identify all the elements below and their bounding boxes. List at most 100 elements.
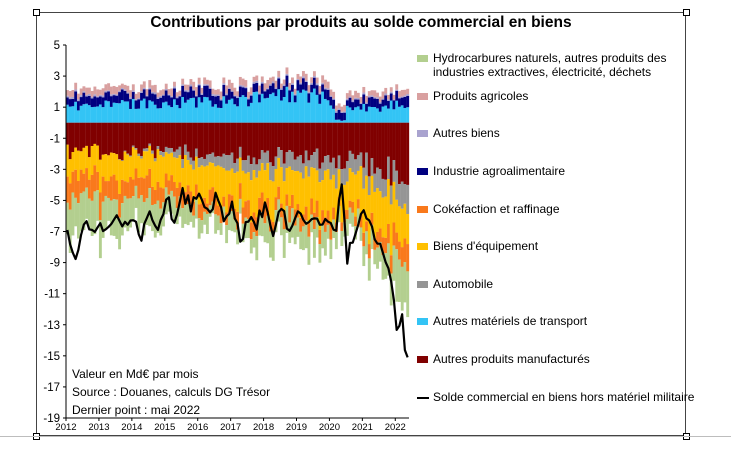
bar-segment xyxy=(326,122,330,156)
bar-segment xyxy=(120,122,124,161)
bar-segment xyxy=(85,122,89,146)
bar-segment xyxy=(107,122,111,156)
resize-handle-top-right[interactable] xyxy=(683,9,690,16)
bar-segment xyxy=(107,197,111,221)
bar-segment xyxy=(359,227,363,241)
bar-segment xyxy=(219,156,223,167)
bar-segment xyxy=(85,187,89,219)
bar-segment xyxy=(395,122,399,171)
bar-segment xyxy=(288,222,292,244)
bar-segment xyxy=(266,89,270,98)
bar-segment xyxy=(389,185,393,205)
bar-segment xyxy=(329,122,333,163)
bar-segment xyxy=(173,88,176,100)
bar-segment xyxy=(112,85,116,94)
bar-segment xyxy=(403,122,407,185)
bar-segment xyxy=(280,217,283,236)
bar-segment xyxy=(288,88,292,91)
bar-segment xyxy=(403,107,407,123)
bar-segment xyxy=(140,100,143,123)
bar-segment xyxy=(384,179,388,197)
bar-segment xyxy=(310,84,314,93)
bar-segment xyxy=(299,76,303,83)
bar-segment xyxy=(400,247,404,267)
bar-segment xyxy=(162,95,165,103)
bar-segment xyxy=(288,150,292,167)
bar-segment xyxy=(238,146,242,158)
bar-segment xyxy=(307,91,311,94)
bar-segment xyxy=(255,236,259,261)
bar-segment xyxy=(183,122,187,145)
bar-segment xyxy=(318,244,322,263)
bar-segment xyxy=(307,102,311,123)
legend-label: Automobile xyxy=(433,277,494,291)
legend-swatch xyxy=(417,281,428,288)
bar-segment xyxy=(87,157,91,180)
bar-segment xyxy=(373,98,377,108)
bar-segment xyxy=(140,177,143,196)
bar-segment xyxy=(71,90,75,97)
bar-segment xyxy=(238,122,242,147)
bar-segment xyxy=(291,194,294,209)
legend-swatch xyxy=(417,356,428,363)
bar-segment xyxy=(203,96,207,123)
bar-segment xyxy=(68,99,72,107)
bar-segment xyxy=(334,112,338,120)
y-tick-label: -11 xyxy=(44,289,60,301)
bar-segment xyxy=(247,99,250,107)
bar-segment xyxy=(101,107,105,123)
bar-segment xyxy=(376,98,379,109)
bar-segment xyxy=(98,220,102,259)
bar-segment xyxy=(337,155,341,170)
bar-segment xyxy=(263,91,267,99)
bar-segment xyxy=(271,181,275,223)
bar-segment xyxy=(323,98,327,123)
bar-segment xyxy=(156,122,160,147)
bar-segment xyxy=(145,89,149,96)
bar-segment xyxy=(376,167,379,189)
bar-segment xyxy=(208,162,212,190)
bar-segment xyxy=(186,99,190,123)
bar-segment xyxy=(378,101,382,104)
bar-segment xyxy=(291,91,294,123)
bar-segment xyxy=(82,86,86,92)
bar-segment xyxy=(400,97,404,106)
bar-segment xyxy=(170,148,174,153)
bar-segment xyxy=(403,203,407,239)
bar-segment xyxy=(337,169,341,198)
bar-segment xyxy=(395,232,399,250)
bar-segment xyxy=(398,206,401,242)
bar-segment xyxy=(101,88,105,96)
bar-segment xyxy=(71,106,75,123)
bar-segment xyxy=(189,122,193,158)
bar-segment xyxy=(186,92,190,100)
legend-item: Autres matériels de transport xyxy=(417,314,703,328)
bar-segment xyxy=(343,111,347,113)
bar-segment xyxy=(227,79,231,88)
bar-segment xyxy=(222,196,226,207)
bar-segment xyxy=(225,212,229,226)
bar-segment xyxy=(227,212,231,231)
bar-segment xyxy=(93,165,97,192)
bar-segment xyxy=(129,108,132,123)
bar-segment xyxy=(351,172,355,202)
bar-segment xyxy=(112,95,116,103)
bar-segment xyxy=(343,122,347,169)
bar-segment xyxy=(131,122,135,146)
bar-segment xyxy=(115,94,119,96)
bar-segment xyxy=(348,122,352,151)
bar-segment xyxy=(387,108,390,123)
bar-segment xyxy=(365,102,368,104)
bar-segment xyxy=(299,172,303,218)
bar-segment xyxy=(123,89,127,91)
bar-segment xyxy=(381,98,385,100)
bar-segment xyxy=(389,91,393,94)
bar-segment xyxy=(109,106,113,123)
bar-segment xyxy=(68,159,72,184)
bar-segment xyxy=(74,91,78,102)
resize-handle-top-left[interactable] xyxy=(33,9,40,16)
bar-segment xyxy=(387,94,390,100)
bar-segment xyxy=(269,83,272,86)
bar-segment xyxy=(140,122,143,156)
bar-segment xyxy=(247,172,250,201)
